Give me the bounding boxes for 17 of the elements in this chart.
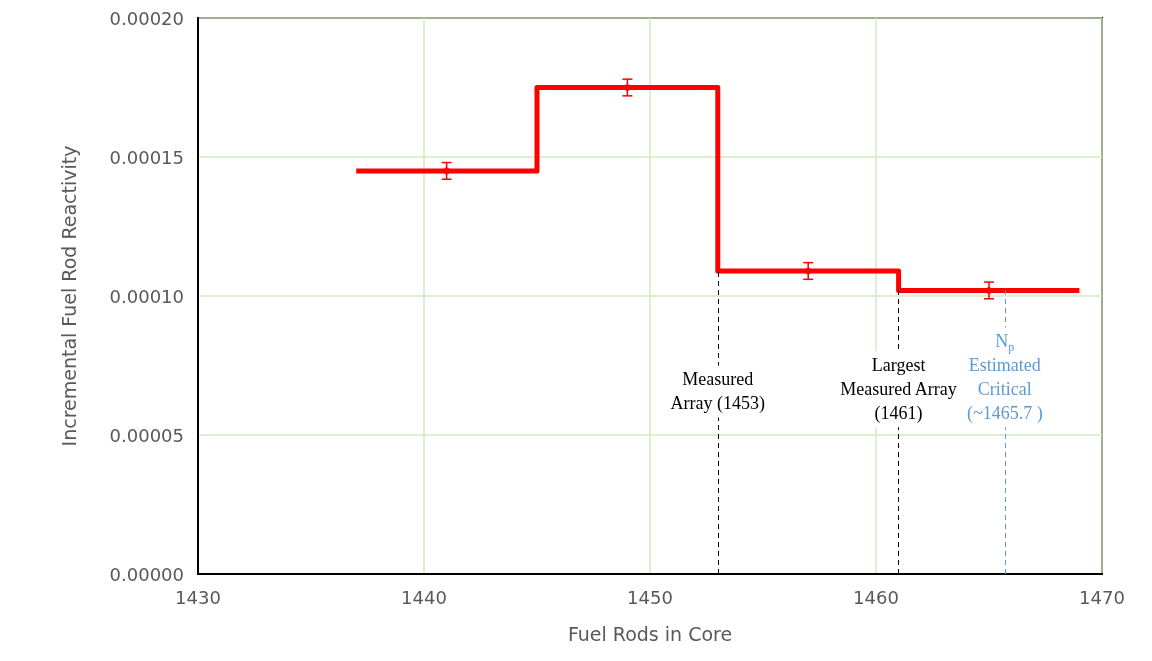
y-tick-label: 0.00000 (109, 563, 184, 585)
point (443, 167, 451, 175)
x-tick-label: 1470 (1079, 586, 1125, 608)
y-tick-label: 0.00010 (109, 285, 184, 307)
y-tick-label: 0.00020 (109, 7, 184, 29)
y-axis-title: Incremental Fuel Rod Reactivity (57, 145, 80, 447)
y-tick-label: 0.00005 (109, 424, 184, 446)
x-tick-label: 1460 (853, 586, 899, 608)
x-tick-label: 1440 (401, 586, 447, 608)
x-tick-label: 1450 (627, 586, 673, 608)
point (985, 286, 993, 294)
point (804, 267, 812, 275)
x-tick-label: 1430 (175, 586, 221, 608)
ref-line-label: Measured Array (1453) (670, 369, 766, 415)
x-axis-title: Fuel Rods in Core (567, 622, 733, 645)
ref-line-label: Largest Measured Array (1461) (840, 355, 957, 425)
y-tick-label: 0.00015 (109, 146, 184, 168)
